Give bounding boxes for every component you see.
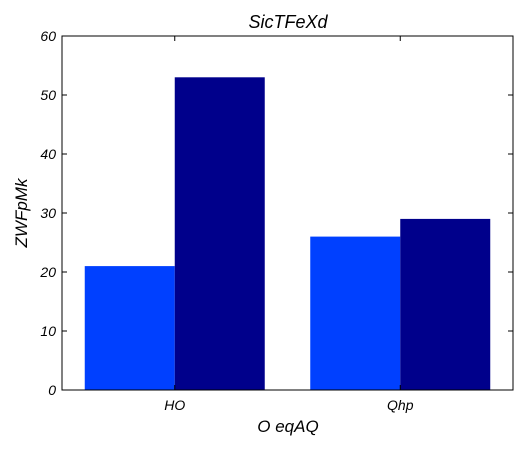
y-axis-label: ZWFpMk: [12, 177, 31, 248]
ticks-group: HO Qhp 0 10 20 30 40 50 60: [39, 28, 513, 413]
x-tick-label-2: Qhp: [387, 397, 414, 413]
bar-2-series-1: [310, 236, 401, 390]
y-tick-label-10: 10: [40, 323, 56, 339]
bar-1-series-2: [174, 77, 265, 391]
y-tick-label-50: 50: [40, 87, 56, 103]
bar-2-series-2: [400, 218, 491, 390]
y-tick-label-40: 40: [40, 146, 56, 162]
bar-1-series-1: [84, 266, 175, 390]
x-tick-label-1: HO: [164, 397, 185, 413]
y-tick-label-20: 20: [39, 264, 56, 280]
y-tick-label-30: 30: [40, 205, 56, 221]
chart-title: SicTFeXd: [248, 12, 328, 32]
bars-group: [84, 77, 491, 391]
y-tick-label-60: 60: [40, 28, 56, 44]
y-tick-label-0: 0: [48, 382, 56, 398]
x-axis-label: O eqAQ: [257, 417, 318, 436]
plot-frame: [61, 35, 514, 391]
